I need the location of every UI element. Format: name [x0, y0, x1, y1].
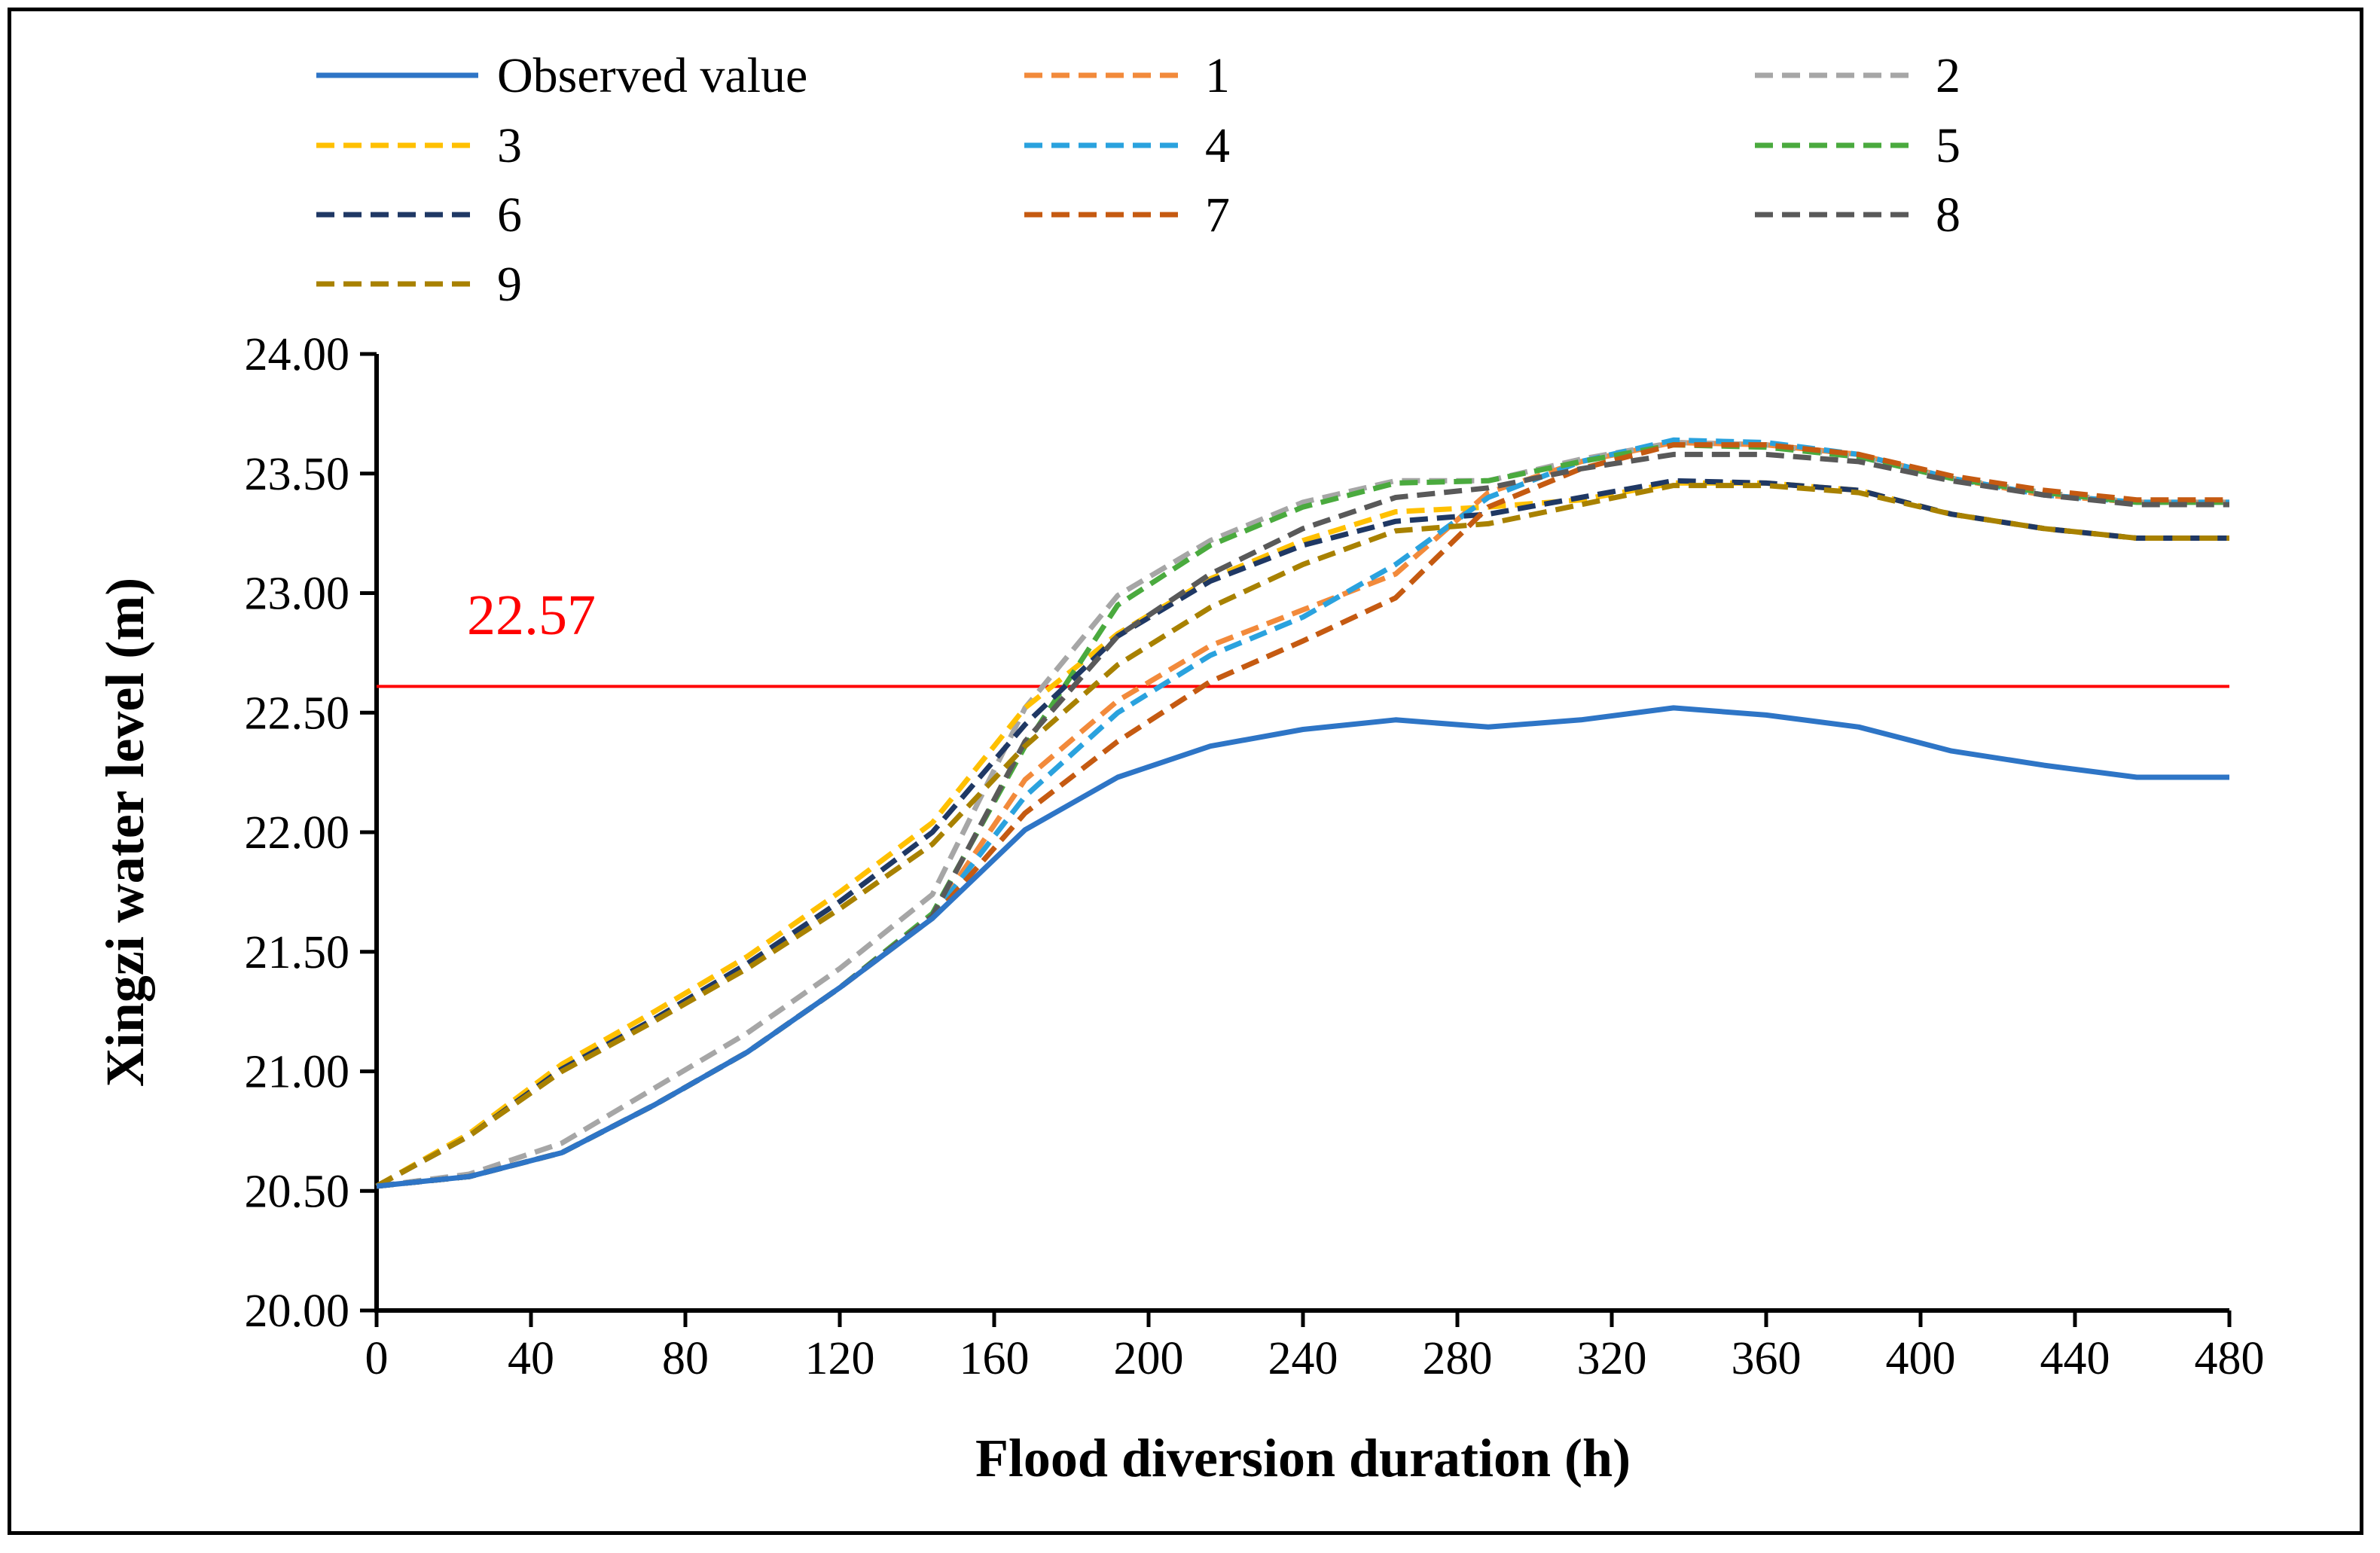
x-tick-label: 480	[2195, 1333, 2265, 1384]
legend-label: 8	[1936, 188, 1960, 243]
legend-label: 9	[497, 257, 522, 312]
legend-label: 3	[497, 118, 522, 173]
reference-line-label: 22.57	[467, 584, 596, 647]
series-line-scenario-7	[377, 445, 2229, 1186]
y-tick-label: 22.50	[245, 688, 350, 739]
x-ticks: 0 40 80 120 160 200 240 280 320 360 400 440 480	[365, 1310, 2265, 1384]
legend-label: 6	[497, 188, 522, 243]
x-tick-label: 320	[1577, 1333, 1647, 1384]
series-group	[377, 440, 2229, 1186]
series-line-observed-value	[377, 708, 2229, 1186]
x-tick-label: 80	[662, 1333, 709, 1384]
y-tick-label: 24.00	[245, 329, 350, 380]
x-tick-label: 400	[1886, 1333, 1956, 1384]
legend-label: 2	[1936, 48, 1960, 103]
x-tick-label: 440	[2040, 1333, 2110, 1384]
y-tick-label: 20.00	[245, 1286, 350, 1337]
legend-label: 5	[1936, 118, 1960, 173]
series-line-scenario-3	[377, 483, 2229, 1186]
x-tick-label: 160	[960, 1333, 1030, 1384]
x-tick-label: 40	[508, 1333, 554, 1384]
y-tick-label: 21.50	[245, 927, 350, 978]
legend: Observed value 1 2 3 4 5 6 7 8 9	[316, 48, 1960, 312]
y-tick-label: 23.00	[245, 569, 350, 620]
legend-label: 4	[1205, 118, 1230, 173]
legend-label: 1	[1205, 48, 1230, 103]
x-tick-label: 240	[1268, 1333, 1338, 1384]
series-line-scenario-5	[377, 445, 2229, 1186]
series-line-scenario-9	[377, 486, 2229, 1186]
x-tick-label: 0	[365, 1333, 389, 1384]
axes: 20.00 20.50 21.00 21.50 22.00 22.50 23.00 23.50…	[245, 329, 2265, 1384]
y-tick-label: 21.00	[245, 1047, 350, 1098]
x-axis-title: Flood diversion duration (h)	[975, 1428, 1631, 1488]
legend-label: Observed value	[497, 48, 807, 103]
series-line-scenario-6	[377, 481, 2229, 1186]
y-tick-label: 23.50	[245, 449, 350, 500]
y-axis-title: Xingzi water level (m)	[95, 578, 155, 1087]
x-tick-label: 280	[1423, 1333, 1493, 1384]
series-line-scenario-4	[377, 440, 2229, 1186]
y-ticks: 20.00 20.50 21.00 21.50 22.00 22.50 23.00 23.50…	[245, 329, 377, 1337]
x-tick-label: 360	[1732, 1333, 1802, 1384]
x-tick-label: 200	[1114, 1333, 1184, 1384]
x-tick-label: 120	[805, 1333, 875, 1384]
y-tick-label: 22.00	[245, 807, 350, 859]
series-line-scenario-1	[377, 443, 2229, 1186]
series-line-scenario-2	[377, 443, 2229, 1186]
line-chart: Observed value 1 23 4 56 7 89 20.0020.5021.002…	[0, 0, 2380, 1553]
legend-label: 7	[1205, 188, 1230, 243]
y-tick-label: 20.50	[245, 1166, 350, 1217]
reference-line-group: 22.57	[377, 584, 2229, 686]
